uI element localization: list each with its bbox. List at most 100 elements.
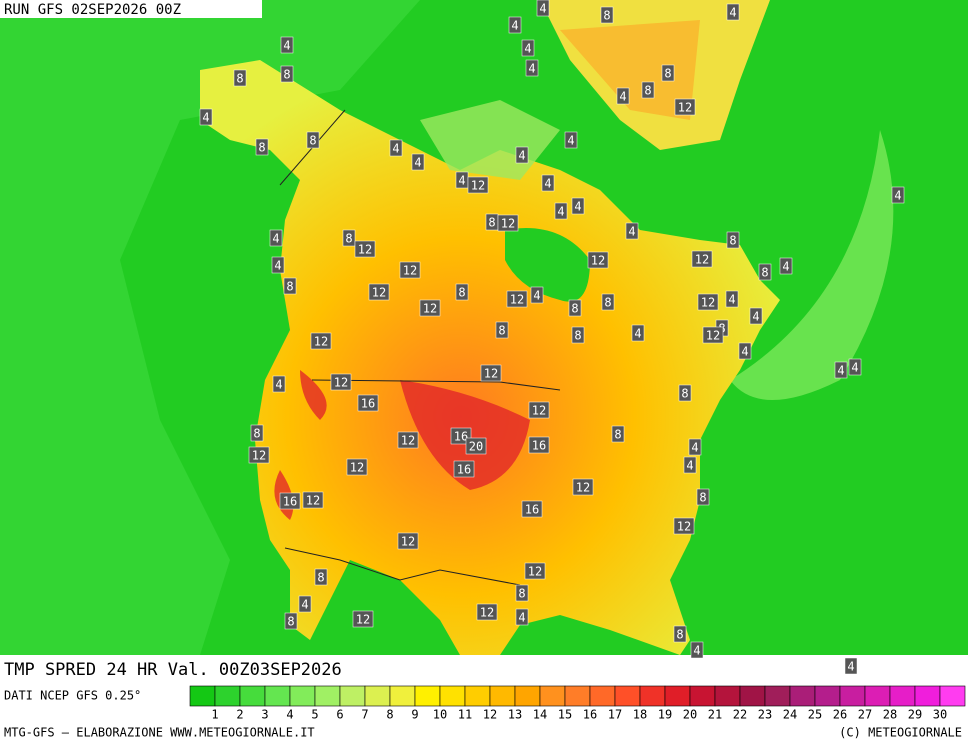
label-box xyxy=(521,500,543,518)
map-label: 8 xyxy=(571,302,578,316)
label-box xyxy=(302,491,324,509)
map-label: 4 xyxy=(458,174,465,188)
label-box xyxy=(284,612,298,630)
map-label: 4 xyxy=(414,156,421,170)
footer-left: MTG-GFS — ELABORAZIONE WWW.METEOGIORNALE… xyxy=(4,726,315,740)
map-label: 12 xyxy=(372,286,386,300)
label-box xyxy=(476,603,498,621)
color-swatch xyxy=(339,685,366,707)
label-box xyxy=(389,139,403,157)
colorbar-tick-label: 18 xyxy=(633,708,647,722)
label-box xyxy=(530,286,544,304)
colorbar-tick-label: 13 xyxy=(508,708,522,722)
color-swatch xyxy=(614,685,641,707)
hot-area xyxy=(274,370,530,520)
label-box xyxy=(690,641,704,659)
north-america xyxy=(200,60,780,655)
label-box xyxy=(572,478,594,496)
map-label: 4 xyxy=(574,200,581,214)
color-swatch xyxy=(664,685,691,707)
label-box xyxy=(697,293,719,311)
map-label: 4 xyxy=(741,345,748,359)
map-label: 4 xyxy=(202,111,209,125)
colorbar-tick-label: 24 xyxy=(783,708,797,722)
map-label: 4 xyxy=(539,2,546,16)
map-label: 8 xyxy=(603,9,610,23)
colorbar-tick-label: 8 xyxy=(386,708,393,722)
colorbar-tick-label: 29 xyxy=(908,708,922,722)
map-label: 12 xyxy=(334,376,348,390)
label-box xyxy=(702,326,724,344)
colorbar-tick-label: 6 xyxy=(336,708,343,722)
map-label: 4 xyxy=(686,459,693,473)
label-box xyxy=(397,431,419,449)
map-label: 4 xyxy=(274,259,281,273)
map-label: 4 xyxy=(518,611,525,625)
color-swatch xyxy=(739,685,766,707)
colorbar-tick-label: 11 xyxy=(458,708,472,722)
label-box xyxy=(674,98,696,116)
greenland-warm xyxy=(560,20,700,120)
map-label: 16 xyxy=(454,430,468,444)
map-label: 4 xyxy=(275,378,282,392)
map-label: 16 xyxy=(283,495,297,509)
label-box xyxy=(497,214,519,232)
label-box xyxy=(691,250,713,268)
map-label: 16 xyxy=(532,439,546,453)
color-swatch xyxy=(439,685,466,707)
map-label: 16 xyxy=(457,463,471,477)
label-box xyxy=(844,657,858,675)
map-label: 4 xyxy=(392,142,399,156)
color-swatch xyxy=(839,685,866,707)
label-box xyxy=(515,608,529,626)
map-label: 12 xyxy=(356,613,370,627)
label-box xyxy=(587,251,609,269)
color-swatch xyxy=(264,685,291,707)
label-box xyxy=(411,153,425,171)
label-box xyxy=(271,256,285,274)
map-label: 4 xyxy=(728,293,735,307)
colorbar-tick-label: 7 xyxy=(361,708,368,722)
label-box xyxy=(779,257,793,275)
label-box xyxy=(280,36,294,54)
label-box xyxy=(758,263,772,281)
label-box xyxy=(673,625,687,643)
map-label: 12 xyxy=(403,264,417,278)
map-label: 4 xyxy=(557,205,564,219)
color-swatch xyxy=(214,685,241,707)
map-label: 12 xyxy=(252,449,266,463)
color-swatch xyxy=(914,685,941,707)
label-box xyxy=(536,0,550,17)
colorbar: 1 2 3 4 5 6 7 8 9 10 11 12 13 14 15 16 17 18 19 20 21 22 23 24 2… xyxy=(189,685,966,722)
map-label: 12 xyxy=(701,296,715,310)
colorbar-tick-label: 5 xyxy=(311,708,318,722)
label-box xyxy=(696,488,710,506)
label-box xyxy=(250,424,264,442)
label-box xyxy=(248,446,270,464)
title-box xyxy=(0,655,440,683)
map-label: 4 xyxy=(847,660,854,674)
color-swatch xyxy=(764,685,791,707)
label-box xyxy=(541,174,555,192)
label-box xyxy=(571,197,585,215)
colorbar-tick-label: 25 xyxy=(808,708,822,722)
label-box xyxy=(600,6,614,24)
colorbar-tick-label: 9 xyxy=(411,708,418,722)
label-box xyxy=(508,16,522,34)
color-swatch xyxy=(789,685,816,707)
color-swatch xyxy=(364,685,391,707)
label-box xyxy=(641,81,655,99)
label-box xyxy=(678,384,692,402)
color-swatch xyxy=(889,685,916,707)
map-label: 8 xyxy=(488,216,495,230)
map-label: 4 xyxy=(628,225,635,239)
map-label: 16 xyxy=(361,397,375,411)
label-box xyxy=(726,3,740,21)
colorbar-tick-label: 14 xyxy=(533,708,547,722)
map-label: 8 xyxy=(676,628,683,642)
label-box xyxy=(199,108,213,126)
map-label: 12 xyxy=(314,335,328,349)
map-label: 4 xyxy=(634,327,641,341)
map-label: 12 xyxy=(501,217,515,231)
